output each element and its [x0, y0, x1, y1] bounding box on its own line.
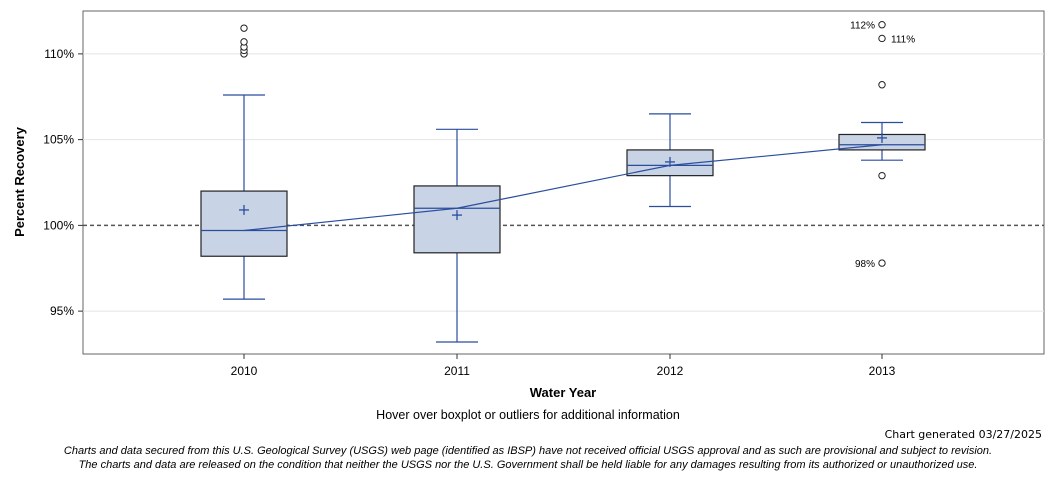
iqr-box[interactable] [200, 190, 288, 257]
outlier-point[interactable] [878, 21, 886, 29]
outlier-point[interactable] [240, 38, 248, 46]
y-tick-label: 100% [43, 218, 74, 232]
disclaimer-line-1: Charts and data secured from this U.S. G… [63, 445, 993, 457]
disclaimer-line-2: The charts and data are released on the … [78, 459, 978, 471]
x-tick-label: 2011 [444, 364, 470, 378]
y-tick-label: 95% [50, 304, 74, 318]
outlier-label: 111% [891, 34, 915, 45]
x-axis-label: Water Year [530, 385, 597, 400]
outlier-point[interactable] [878, 34, 886, 43]
box-2010[interactable] [200, 24, 288, 300]
outlier-point[interactable] [878, 81, 886, 89]
x-tick-label: 2013 [869, 364, 896, 378]
boxes[interactable]: 112% 111% 98% [200, 21, 926, 343]
plot-area [82, 10, 1045, 355]
y-tick-label: 110% [44, 47, 74, 61]
x-tick-label: 2010 [231, 364, 258, 378]
x-axis-ticks: 2010 2011 2012 2013 [231, 354, 896, 378]
outlier-point[interactable] [240, 24, 248, 32]
x-tick-label: 2012 [657, 364, 684, 378]
outlier-point[interactable] [878, 171, 886, 180]
boxplot-chart: 95% 100% 105% 110% 2010 2011 2012 2013 112% 111… [12, 10, 1045, 400]
outlier-label: 112% [850, 21, 875, 32]
chart-generated-date: Chart generated 03/27/2025 [884, 428, 1042, 441]
y-tick-label: 105% [43, 133, 74, 147]
box-2013[interactable]: 112% 111% 98% [838, 21, 926, 270]
hover-note: Hover over boxplot or outliers for addit… [376, 408, 680, 422]
outlier-label: 98% [855, 259, 875, 270]
median-connector-line [243, 144, 883, 232]
y-axis-ticks: 95% 100% 105% 110% [43, 47, 83, 318]
disclaimer: Charts and data secured from this U.S. G… [0, 444, 1056, 472]
y-axis-label: Percent Recovery [12, 126, 27, 237]
box-2011[interactable] [413, 128, 501, 343]
outlier-point[interactable] [878, 259, 886, 267]
